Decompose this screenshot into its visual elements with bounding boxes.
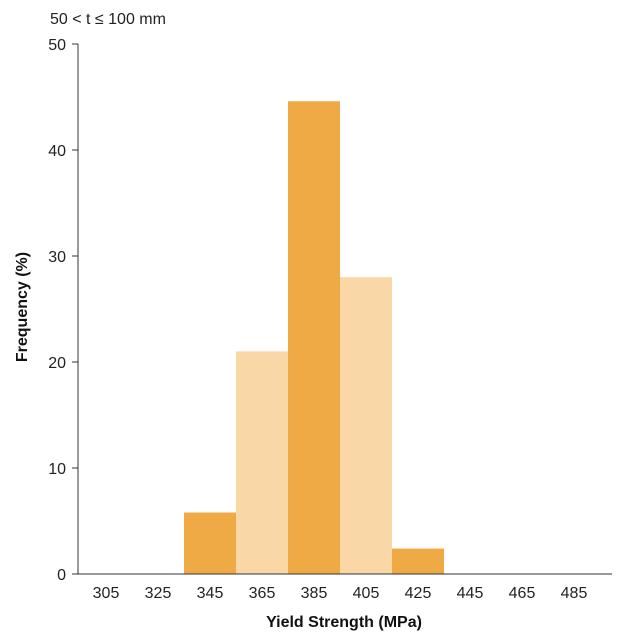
- bar-365: [236, 351, 288, 574]
- bar-345: [184, 512, 236, 574]
- x-tick-label: 325: [145, 585, 172, 602]
- y-tick-label: 50: [48, 37, 66, 54]
- x-tick-label: 365: [249, 585, 276, 602]
- y-tick-label: 20: [48, 355, 66, 372]
- x-tick-label: 345: [197, 585, 224, 602]
- y-axis-title: Frequency (%): [14, 252, 31, 362]
- bar-405: [340, 277, 392, 574]
- y-tick-label: 30: [48, 249, 66, 266]
- y-ticks-group: 0 10 20 30 40 50: [48, 37, 78, 584]
- bars-group: [184, 101, 444, 575]
- x-tick-label: 465: [509, 585, 536, 602]
- x-tick-label: 405: [353, 585, 380, 602]
- y-tick-label: 0: [57, 567, 66, 584]
- y-tick-label: 40: [48, 143, 66, 160]
- x-tick-label: 305: [93, 585, 120, 602]
- x-tick-label: 485: [561, 585, 588, 602]
- y-tick-label: 10: [48, 461, 66, 478]
- x-tick-label: 445: [457, 585, 484, 602]
- x-ticks-group: 305 325 345 365 385 405 425 445 465 485: [93, 585, 588, 602]
- bar-425: [392, 548, 444, 574]
- bar-385: [288, 101, 340, 575]
- x-tick-label: 425: [405, 585, 432, 602]
- chart-title: 50 < t ≤ 100 mm: [50, 11, 166, 28]
- x-tick-label: 385: [301, 585, 328, 602]
- x-axis-title: Yield Strength (MPa): [266, 614, 422, 631]
